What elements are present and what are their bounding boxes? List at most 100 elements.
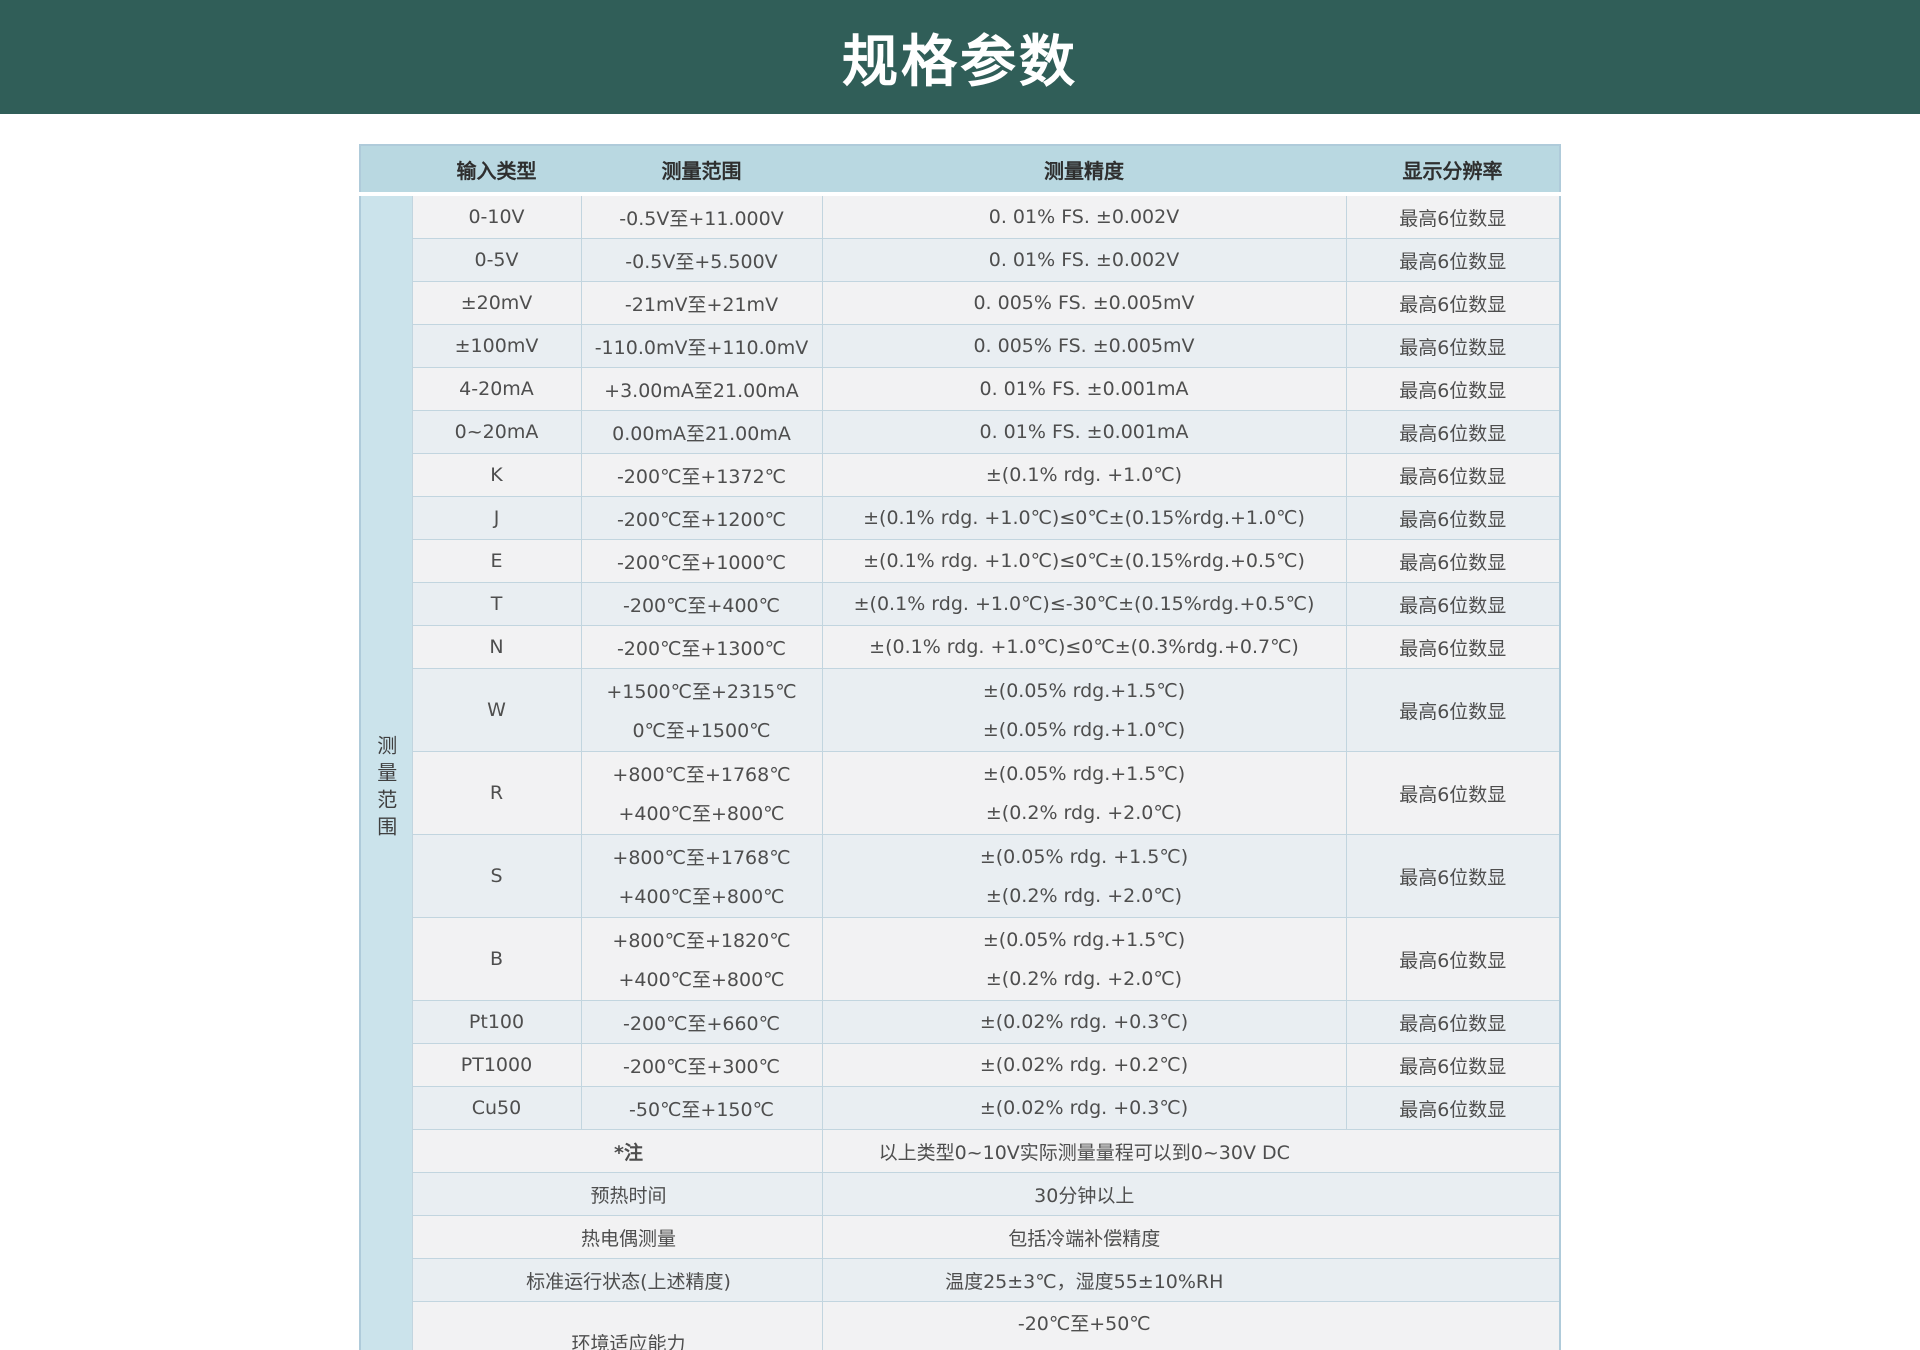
range-cell: +3.00mA至21.00mA — [580, 367, 823, 411]
input-type-cell: Pt100 — [411, 1000, 582, 1044]
range-line-2: +400℃至+800℃ — [618, 969, 785, 991]
resolution-cell: 最高6位数显 — [1345, 1043, 1561, 1087]
input-type-cell: Cu50 — [411, 1086, 582, 1130]
note-row: 标准运行状态(上述精度) 温度25±3℃，湿度55±10%RH — [360, 1258, 1561, 1302]
range-cell: -110.0mV至+110.0mV — [580, 324, 823, 368]
range-line-1: +800℃至+1768℃ — [612, 764, 791, 786]
range-cell: -200℃至+1372℃ — [580, 453, 823, 497]
table-row: 测量范围 0-10V -0.5V至+11.000V 0. 01% FS. ±0.… — [359, 193, 1561, 1350]
accuracy-cell: ±(0.05% rdg.+1.5℃) ±(0.2% rdg. +2.0℃) — [821, 917, 1347, 1001]
input-type-cell: R — [411, 751, 582, 835]
note-value-line-1: -20℃至+50℃ — [1017, 1313, 1151, 1335]
input-type-cell: 0~20mA — [411, 410, 582, 454]
table-row: PT1000 -200℃至+300℃ ±(0.02% rdg. +0.2℃) 最… — [360, 1043, 1561, 1087]
table-row: Pt100 -200℃至+660℃ ±(0.02% rdg. +0.3℃) 最高… — [360, 1000, 1561, 1044]
note-row: 环境适应能力 -20℃至+50℃ 0至90%RH(无结露) — [360, 1301, 1561, 1350]
resolution-cell: 最高6位数显 — [1345, 324, 1561, 368]
col-header-resolution: 显示分辨率 — [1346, 145, 1560, 196]
accuracy-cell: ±(0.1% rdg. +1.0℃)≤-30℃±(0.15%rdg.+0.5℃) — [821, 582, 1347, 626]
accuracy-line-1: ±(0.05% rdg.+1.5℃) — [982, 679, 1186, 702]
note-value-cell: 温度25±3℃，湿度55±10%RH — [821, 1258, 1561, 1302]
range-cell: -0.5V至+11.000V — [580, 193, 823, 239]
resolution-cell: 最高6位数显 — [1345, 193, 1561, 239]
resolution-cell: 最高6位数显 — [1345, 1000, 1561, 1044]
resolution-cell: 最高6位数显 — [1345, 1086, 1561, 1130]
accuracy-line-1: ±(0.05% rdg. +1.5℃) — [979, 845, 1189, 868]
side-label-cell: 测量范围 — [359, 193, 413, 1350]
accuracy-cell: ±(0.1% rdg. +1.0℃)≤0℃±(0.15%rdg.+1.0℃) — [821, 496, 1347, 540]
range-cell: -200℃至+1200℃ — [580, 496, 823, 540]
resolution-cell: 最高6位数显 — [1345, 453, 1561, 497]
range-line-1: +800℃至+1768℃ — [612, 847, 791, 869]
accuracy-line-2: ±(0.05% rdg.+1.0℃) — [982, 718, 1186, 741]
range-cell: -200℃至+400℃ — [580, 582, 823, 626]
accuracy-cell: ±(0.05% rdg. +1.5℃) ±(0.2% rdg. +2.0℃) — [821, 834, 1347, 918]
resolution-cell: 最高6位数显 — [1345, 834, 1561, 918]
note-label-cell: 热电偶测量 — [411, 1215, 823, 1259]
range-cell: -200℃至+1300℃ — [580, 625, 823, 669]
input-type-cell: B — [411, 917, 582, 1001]
range-cell: -200℃至+1000℃ — [580, 539, 823, 583]
accuracy-line-2: ±(0.2% rdg. +2.0℃) — [985, 884, 1183, 907]
accuracy-line-1: ±(0.05% rdg.+1.5℃) — [982, 928, 1186, 951]
resolution-cell: 最高6位数显 — [1345, 668, 1561, 752]
resolution-cell: 最高6位数显 — [1345, 917, 1561, 1001]
input-type-cell: E — [411, 539, 582, 583]
accuracy-cell: 0. 01% FS. ±0.001mA — [821, 410, 1347, 454]
note-label-cell: 标准运行状态(上述精度) — [411, 1258, 823, 1302]
input-type-cell: 0-5V — [411, 238, 582, 282]
note-label-cell: 环境适应能力 — [411, 1301, 823, 1350]
table-row: B +800℃至+1820℃ +400℃至+800℃ ±(0.05% rdg.+… — [360, 917, 1561, 1001]
table-row: 4-20mA +3.00mA至21.00mA 0. 01% FS. ±0.001… — [360, 367, 1561, 411]
range-line-2: 0℃至+1500℃ — [632, 720, 771, 742]
note-label-cell: *注 — [411, 1129, 823, 1173]
col-header-range: 测量范围 — [581, 145, 822, 196]
input-type-cell: 0-10V — [411, 193, 582, 239]
range-cell: -50℃至+150℃ — [580, 1086, 823, 1130]
range-cell: -21mV至+21mV — [580, 281, 823, 325]
range-cell: -200℃至+660℃ — [580, 1000, 823, 1044]
input-type-cell: T — [411, 582, 582, 626]
table-row: E -200℃至+1000℃ ±(0.1% rdg. +1.0℃)≤0℃±(0.… — [360, 539, 1561, 583]
table-row: N -200℃至+1300℃ ±(0.1% rdg. +1.0℃)≤0℃±(0.… — [360, 625, 1561, 669]
resolution-cell: 最高6位数显 — [1345, 496, 1561, 540]
accuracy-cell: 0. 01% FS. ±0.002V — [821, 193, 1347, 239]
range-cell: +1500℃至+2315℃ 0℃至+1500℃ — [580, 668, 823, 752]
resolution-cell: 最高6位数显 — [1345, 410, 1561, 454]
resolution-cell: 最高6位数显 — [1345, 281, 1561, 325]
input-type-cell: N — [411, 625, 582, 669]
resolution-cell: 最高6位数显 — [1345, 367, 1561, 411]
accuracy-cell: ±(0.1% rdg. +1.0℃) — [821, 453, 1347, 497]
resolution-cell: 最高6位数显 — [1345, 582, 1561, 626]
range-cell: -0.5V至+5.500V — [580, 238, 823, 282]
note-value-cell: -20℃至+50℃ 0至90%RH(无结露) — [821, 1301, 1561, 1350]
side-label: 测量范围 — [373, 735, 398, 843]
table-row: S +800℃至+1768℃ +400℃至+800℃ ±(0.05% rdg. … — [360, 834, 1561, 918]
resolution-cell: 最高6位数显 — [1345, 539, 1561, 583]
accuracy-cell: 0. 005% FS. ±0.005mV — [821, 281, 1347, 325]
table-row: 0~20mA 0.00mA至21.00mA 0. 01% FS. ±0.001m… — [360, 410, 1561, 454]
range-line-1: +800℃至+1820℃ — [612, 930, 791, 952]
page-title: 规格参数 — [842, 29, 1078, 95]
input-type-cell: ±20mV — [411, 281, 582, 325]
table-row: ±20mV -21mV至+21mV 0. 005% FS. ±0.005mV 最… — [360, 281, 1561, 325]
table-row: K -200℃至+1372℃ ±(0.1% rdg. +1.0℃) 最高6位数显 — [360, 453, 1561, 497]
input-type-cell: 4-20mA — [411, 367, 582, 411]
accuracy-line-2: ±(0.2% rdg. +2.0℃) — [985, 967, 1183, 990]
accuracy-line-2: ±(0.2% rdg. +2.0℃) — [985, 801, 1183, 824]
note-row: *注 以上类型0~10V实际测量量程可以到0~30V DC — [360, 1129, 1561, 1173]
table-row: 0-5V -0.5V至+5.500V 0. 01% FS. ±0.002V 最高… — [360, 238, 1561, 282]
accuracy-cell: ±(0.02% rdg. +0.2℃) — [821, 1043, 1347, 1087]
accuracy-cell: ±(0.02% rdg. +0.3℃) — [821, 1086, 1347, 1130]
resolution-cell: 最高6位数显 — [1345, 625, 1561, 669]
input-type-cell: K — [411, 453, 582, 497]
range-cell: -200℃至+300℃ — [580, 1043, 823, 1087]
input-type-cell: S — [411, 834, 582, 918]
accuracy-cell: ±(0.02% rdg. +0.3℃) — [821, 1000, 1347, 1044]
page-header-banner: 规格参数 — [0, 0, 1920, 114]
note-value-line-2: 0至90%RH(无结露) — [824, 1342, 1346, 1350]
resolution-cell: 最高6位数显 — [1345, 751, 1561, 835]
note-label-cell: 预热时间 — [411, 1172, 823, 1216]
accuracy-cell: ±(0.05% rdg.+1.5℃) ±(0.2% rdg. +2.0℃) — [821, 751, 1347, 835]
input-type-cell: J — [411, 496, 582, 540]
